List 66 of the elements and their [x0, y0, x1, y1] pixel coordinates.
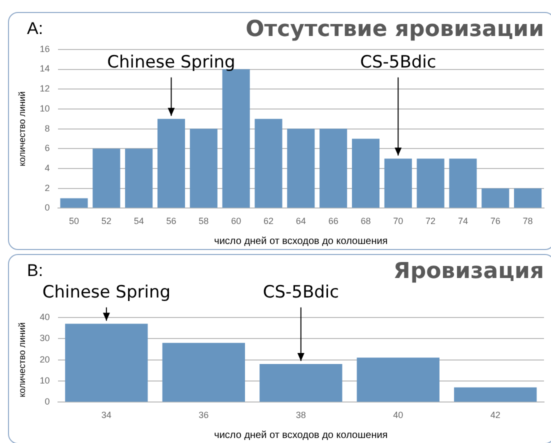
y-tick-label: 16	[40, 44, 50, 54]
text: A:	[27, 19, 44, 38]
bar	[287, 128, 315, 208]
bar	[60, 198, 88, 208]
bar	[162, 342, 245, 402]
y-tick-label: 4	[44, 162, 50, 173]
bar	[222, 69, 250, 208]
x-tick-label: 62	[263, 216, 274, 226]
bar	[482, 188, 510, 208]
chart-title: Яровизация	[393, 258, 544, 284]
x-tick-label: 50	[69, 216, 80, 226]
bar	[320, 128, 348, 208]
bar	[514, 188, 542, 208]
y-tick-label: 6	[44, 143, 50, 154]
bar	[157, 118, 186, 208]
annotation: CS-5Bdic	[360, 52, 436, 72]
y-tick-label: 14	[40, 64, 50, 74]
y-tick-label: 2	[44, 182, 50, 193]
bar	[190, 128, 218, 208]
x-tick-label: 76	[490, 216, 500, 226]
x-tick-label: 74	[458, 216, 468, 226]
annotation: CS-5Bdic	[262, 282, 339, 302]
y-tick-label: 12	[40, 84, 50, 94]
bar	[384, 158, 412, 208]
text: B:	[27, 261, 44, 280]
x-tick-label: 36	[198, 410, 209, 420]
y-tick-label: 20	[40, 354, 50, 364]
y-tick-label: 10	[40, 103, 50, 114]
bar	[352, 138, 380, 208]
y-tick-label: 30	[40, 333, 50, 344]
x-tick-label: 72	[426, 216, 436, 226]
x-tick-label: 40	[393, 410, 404, 420]
x-tick-label: 78	[522, 216, 533, 226]
annotation: Chinese Spring	[107, 52, 236, 72]
x-tick-label: 52	[101, 216, 112, 226]
x-tick-label: 58	[198, 216, 209, 226]
bar	[260, 364, 342, 402]
x-tick-label: 68	[360, 216, 371, 226]
annotation: Chinese Spring	[42, 282, 171, 302]
x-tick-label: 60	[231, 216, 242, 226]
chart-title: Отсутствие яровизации	[246, 16, 544, 42]
x-axis-title: число дней от всходов до колошения	[214, 236, 388, 247]
x-tick-label: 54	[134, 216, 144, 226]
y-axis-title: количество линий	[16, 91, 27, 166]
bar	[356, 358, 440, 402]
x-tick-label: 64	[296, 216, 306, 226]
bar	[65, 324, 148, 402]
bar	[92, 148, 120, 208]
y-tick-label: 0	[44, 396, 50, 407]
y-axis-title: количество линий	[16, 322, 27, 398]
x-axis-title: число дней от всходов до колошения	[214, 430, 388, 441]
x-tick-label: 56	[166, 216, 176, 226]
x-tick-label: 70	[393, 216, 404, 226]
bar	[125, 148, 153, 208]
bar	[454, 387, 537, 402]
bar	[416, 158, 444, 208]
x-tick-label: 66	[328, 216, 338, 226]
y-tick-label: 0	[44, 202, 50, 213]
bar	[449, 158, 477, 208]
x-tick-label: 42	[490, 410, 500, 420]
x-tick-label: 34	[101, 410, 112, 420]
x-tick-label: 38	[296, 410, 306, 420]
y-tick-label: 8	[44, 123, 50, 134]
bar	[254, 118, 282, 208]
y-tick-label: 40	[40, 312, 50, 322]
y-tick-label: 10	[40, 375, 50, 386]
